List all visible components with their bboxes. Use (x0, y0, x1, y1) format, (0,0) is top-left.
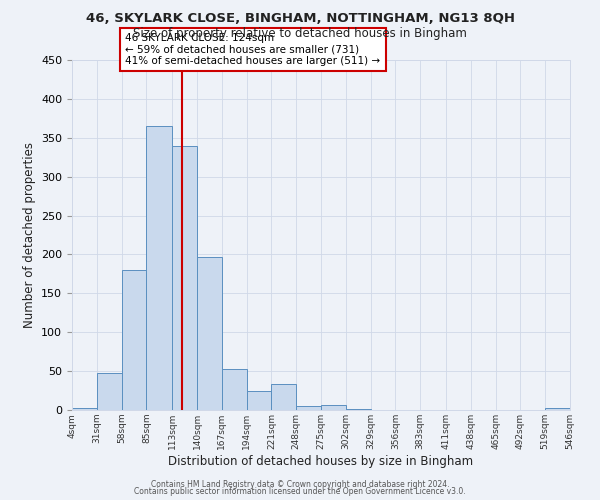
Bar (197, 257, 222, 410)
Y-axis label: Number of detached properties: Number of detached properties (23, 142, 35, 328)
Bar (172, 146, 197, 410)
X-axis label: Distribution of detached houses by size in Bingham: Distribution of detached houses by size … (169, 454, 473, 468)
Bar (321, 406, 346, 410)
Text: Contains HM Land Registry data © Crown copyright and database right 2024.: Contains HM Land Registry data © Crown c… (151, 480, 449, 489)
Text: 46, SKYLARK CLOSE, BINGHAM, NOTTINGHAM, NG13 8QH: 46, SKYLARK CLOSE, BINGHAM, NOTTINGHAM, … (86, 12, 515, 26)
Bar (222, 369, 247, 410)
Bar (146, 126, 172, 410)
Bar (296, 406, 321, 410)
Bar (545, 408, 570, 410)
Bar (97, 374, 122, 410)
Bar (72, 408, 97, 410)
Bar (346, 409, 371, 410)
Bar (271, 384, 296, 410)
Bar (247, 390, 271, 410)
Text: Size of property relative to detached houses in Bingham: Size of property relative to detached ho… (133, 28, 467, 40)
Text: Contains public sector information licensed under the Open Government Licence v3: Contains public sector information licen… (134, 487, 466, 496)
Bar (122, 270, 146, 410)
Text: 46 SKYLARK CLOSE: 124sqm
← 59% of detached houses are smaller (731)
41% of semi-: 46 SKYLARK CLOSE: 124sqm ← 59% of detach… (125, 33, 380, 66)
